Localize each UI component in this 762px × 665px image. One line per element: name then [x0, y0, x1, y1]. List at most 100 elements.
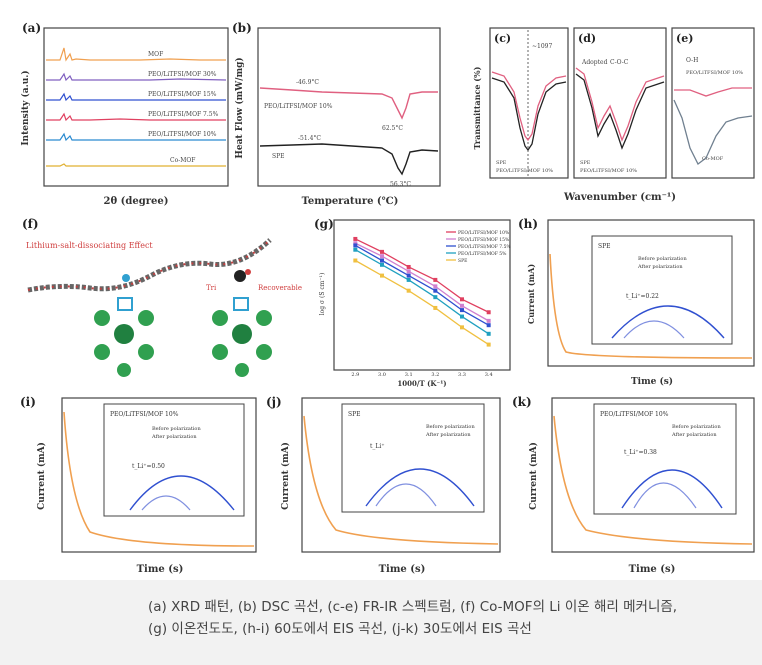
- legend-comof: Co-MOF: [170, 157, 195, 164]
- xrd-trace-15: [46, 92, 226, 102]
- nyquist-after: [623, 320, 685, 339]
- y-axis-label: Current (mA): [528, 442, 539, 510]
- dsc-trace-mof10: [259, 87, 438, 120]
- inset-legend-before: Before polarization: [152, 426, 201, 432]
- y-axis-label: Current (mA): [526, 264, 536, 324]
- data-point: [460, 297, 464, 302]
- data-point: [486, 310, 491, 315]
- panel-i: (i) Current (mA) Time (s) PEO/LiTFSI/MOF…: [20, 392, 260, 578]
- data-point: [380, 258, 384, 263]
- panel-label-d: (d): [578, 32, 596, 45]
- inset-legend-after: After polarization: [671, 432, 717, 438]
- inset-legend-before: Before polarization: [426, 424, 475, 430]
- inset-legend-after: After polarization: [637, 264, 683, 270]
- dsc-legend-spe: SPE: [272, 153, 285, 160]
- legend-mof: MOF: [148, 51, 163, 58]
- inset-frame: [341, 403, 485, 513]
- data-point: [486, 318, 491, 323]
- data-point: [486, 331, 491, 336]
- x-axis-label: 2θ (degree): [104, 196, 169, 207]
- data-point: [380, 254, 384, 259]
- ftir-e-annotation: O-H: [686, 57, 698, 64]
- data-point: [433, 305, 438, 310]
- panel-a: (a) Intensity (a.u.) 2θ (degree) MOF PEO…: [20, 18, 232, 210]
- xrd-trace-10: [46, 132, 226, 142]
- caption-background: [0, 580, 762, 665]
- ftir-c-spe: [491, 77, 567, 152]
- ftir-e-comof: [673, 99, 753, 165]
- data-point: [433, 288, 438, 293]
- panel-label-g: (g): [314, 217, 334, 231]
- panel-j: (j) Current (mA) Time (s) SPE Before pol…: [266, 392, 506, 578]
- figure-caption: (a) XRD 패턴, (b) DSC 곡선, (c-e) FR-IR 스펙트럼…: [148, 596, 677, 640]
- current-decay: [549, 253, 753, 359]
- plot-frame-d: [573, 27, 667, 179]
- inset-title: SPE: [598, 243, 611, 250]
- mof-cluster-1: [94, 297, 154, 377]
- dsc-chart: (b) Heat Flow (mW/mg) Temperature (℃) -4…: [232, 21, 441, 207]
- conductivity-chart: (g) log σ (S cm⁻¹) 1000/T (K⁻¹) PEO/LiTF…: [314, 217, 511, 388]
- x-axis-label-wavenumber: Wavenumber (cm⁻¹): [563, 192, 676, 203]
- legend-label: PEO/LiTFSI/MOF 7.5%: [458, 244, 511, 250]
- nyquist-after: [633, 482, 697, 509]
- dsc-annotation-4: 56.3°C: [390, 181, 411, 188]
- data-point: [406, 269, 411, 274]
- panel-label-a: (a): [22, 21, 41, 35]
- data-point: [353, 247, 358, 252]
- inset-note: t_Li⁺=0.22: [626, 293, 659, 300]
- panel-cde: (c) Transmittance (%) ~1097 SPE PEO/LiTF…: [470, 18, 760, 210]
- data-point: [433, 277, 438, 282]
- xrd-trace-30: [46, 72, 227, 82]
- xrd-trace-comof: [46, 163, 226, 167]
- xrd-chart: (a) Intensity (a.u.) 2θ (degree) MOF PEO…: [20, 21, 229, 207]
- anion: [234, 270, 246, 282]
- inset-note: t_Li⁺=0.38: [624, 449, 657, 456]
- diagram-label-effect: Lithium-salt-dissociating Effect: [26, 241, 153, 250]
- data-point: [353, 258, 358, 263]
- plot-frame: [61, 397, 257, 553]
- inset-legend-after: After polarization: [425, 432, 471, 438]
- chrono-chart-h: (h) Current (mA) Time (s) SPE Before pol…: [518, 217, 755, 387]
- inset-frame: [103, 403, 245, 517]
- ftir-c-mof: [491, 71, 567, 142]
- panel-h: (h) Current (mA) Time (s) SPE Before pol…: [518, 214, 758, 390]
- data-point: [460, 308, 464, 313]
- panel-label-b: (b): [232, 21, 252, 35]
- panel-g: (g) log σ (S cm⁻¹) 1000/T (K⁻¹) PEO/LiTF…: [314, 214, 514, 390]
- panel-label-i: (i): [20, 395, 36, 409]
- y-axis-label: Heat Flow (mW/mg): [234, 57, 245, 158]
- y-axis-label: log σ (S cm⁻¹): [319, 273, 326, 316]
- data-point: [380, 249, 384, 254]
- legend: PEO/LiTFSI/MOF 10%PEO/LiTFSI/MOF 15%PEO/…: [446, 230, 511, 264]
- inset-note: t_Li⁺: [370, 443, 384, 450]
- dsc-annotation-3: -51.4°C: [298, 135, 321, 142]
- xrd-trace-mof: [46, 47, 226, 62]
- panel-f: (f) Lithium-salt-dissociating Effect Tri…: [20, 214, 310, 384]
- x-axis-label: Time (s): [629, 564, 676, 575]
- legend-10: PEO/LiTFSI/MOF 10%: [148, 131, 217, 138]
- series-line-2: [355, 244, 489, 326]
- y-axis-label: Intensity (a.u.): [20, 70, 31, 145]
- series-line-4: [355, 259, 490, 346]
- ftir-e-legend-comof: Co-MOF: [702, 156, 724, 162]
- x-axis-label: Time (s): [631, 376, 673, 387]
- ftir-c-annotation: ~1097: [532, 43, 552, 50]
- mof-cluster-2: [212, 297, 272, 377]
- x-axis-label: 1000/T (K⁻¹): [397, 379, 446, 388]
- y-axis-label: Current (mA): [36, 442, 47, 510]
- legend-label: PEO/LiTFSI/MOF 15%: [458, 237, 510, 243]
- x-tick-label: 3.2: [431, 372, 439, 378]
- legend-label: SPE: [458, 258, 467, 264]
- series-line-3: [355, 249, 490, 335]
- series-line-1: [355, 242, 489, 322]
- ftir-e-legend-mof: PEO/LiTFSI/MOF 10%: [686, 70, 743, 76]
- data-point: [460, 314, 464, 319]
- mechanism-diagram: (f) Lithium-salt-dissociating Effect Tri…: [22, 217, 302, 377]
- data-point: [353, 241, 358, 246]
- x-ticks: 2.9 3.0 3.1 3.2 3.3 3.4: [351, 372, 492, 378]
- panel-label-j: (j): [266, 395, 282, 409]
- panel-k: (k) Current (mA) Time (s) PEO/LiTFSI/MOF…: [512, 392, 758, 578]
- plot-frame: [43, 27, 229, 187]
- legend-30: PEO/LiTFSI/MOF 30%: [148, 71, 217, 78]
- x-tick-label: 3.4: [485, 372, 493, 378]
